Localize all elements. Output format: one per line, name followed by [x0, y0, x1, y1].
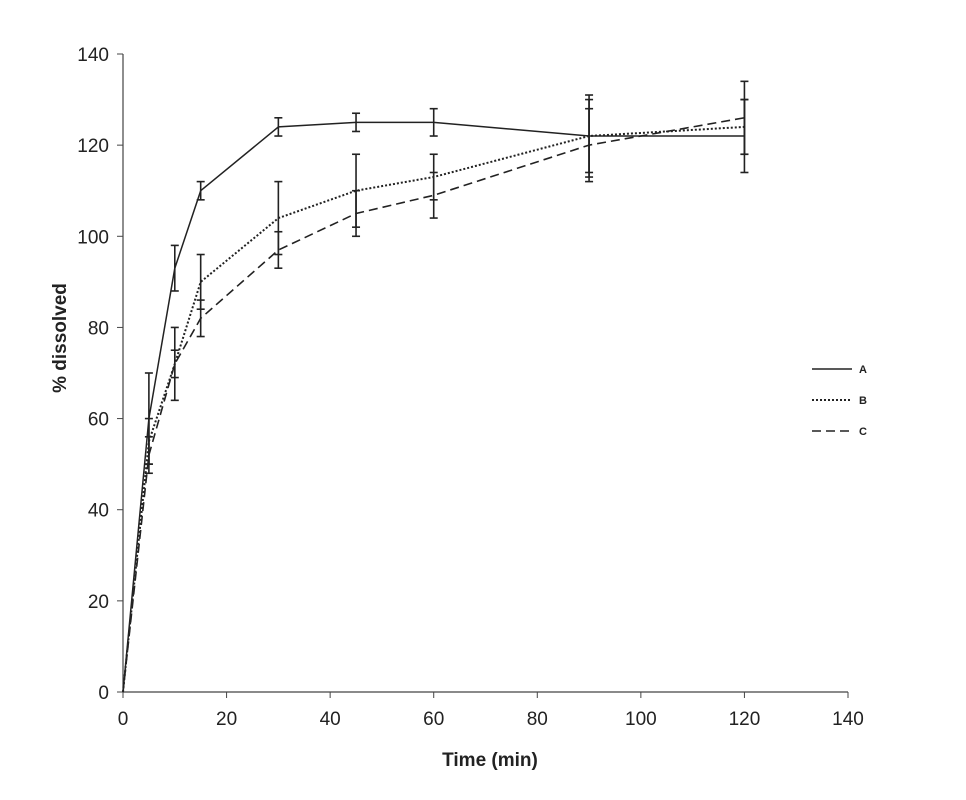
x-tick-label: 140	[832, 709, 864, 730]
series-lines	[122, 117, 745, 693]
series-line-a	[122, 121, 745, 693]
y-tick-label: 120	[77, 136, 109, 157]
legend-label: B	[859, 395, 867, 407]
y-tick-label: 80	[88, 318, 109, 339]
legend-item-a: A	[812, 364, 867, 376]
x-axis-title: Time (min)	[442, 750, 538, 771]
y-tick-label: 60	[88, 410, 109, 431]
legend-item-c: C	[812, 426, 867, 438]
legend: A B C	[812, 364, 867, 438]
y-tick-label: 100	[77, 227, 109, 248]
x-tick-label: 120	[729, 709, 761, 730]
x-tick-label: 100	[625, 709, 657, 730]
y-tick-label: 0	[98, 683, 109, 704]
y-axis-title: % dissolved	[50, 283, 71, 393]
y-tick-label: 140	[77, 45, 109, 66]
error-bars	[144, 80, 749, 475]
x-tick-label: 40	[320, 709, 341, 730]
x-tick-label: 60	[423, 709, 444, 730]
series-line-b	[122, 125, 745, 693]
error-bar-c	[740, 80, 749, 156]
legend-label: A	[859, 364, 867, 376]
x-tick-label: 20	[216, 709, 237, 730]
error-bar-c	[429, 171, 438, 219]
legend-label: C	[859, 426, 867, 438]
x-tick-label: 0	[118, 709, 129, 730]
y-tick-label: 20	[88, 592, 109, 613]
axes: 0 20 40 60 80 100 120 140 0 20 40 60 80 100 120 140	[77, 45, 864, 730]
series-line-c	[122, 117, 745, 693]
legend-item-b: B	[812, 395, 867, 407]
y-tick-label: 40	[88, 501, 109, 522]
x-tick-label: 80	[527, 709, 548, 730]
error-bar-c	[274, 230, 283, 269]
